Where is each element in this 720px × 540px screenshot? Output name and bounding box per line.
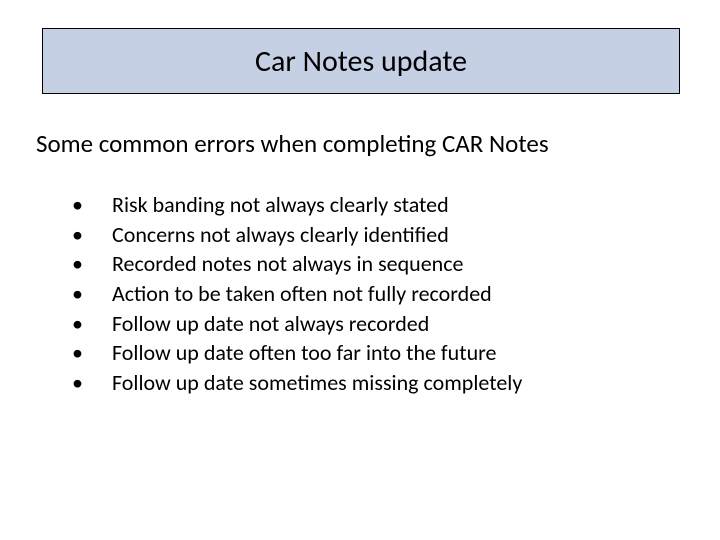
bullet-icon: • [72,220,112,250]
bullet-text: Follow up date not always recorded [112,309,429,339]
bullet-text: Follow up date sometimes missing complet… [112,368,522,398]
bullet-icon: • [72,368,112,398]
title-box: Car Notes update [42,28,680,94]
bullet-text: Concerns not always clearly identified [112,220,449,250]
bullet-icon: • [72,338,112,368]
list-item: • Follow up date often too far into the … [72,338,522,368]
bullet-text: Recorded notes not always in sequence [112,249,463,279]
list-item: • Risk banding not always clearly stated [72,190,522,220]
list-item: • Recorded notes not always in sequence [72,249,522,279]
list-item: • Follow up date sometimes missing compl… [72,368,522,398]
slide-subtitle: Some common errors when completing CAR N… [36,128,549,159]
bullet-text: Risk banding not always clearly stated [112,190,449,220]
bullet-text: Follow up date often too far into the fu… [112,338,496,368]
bullet-text: Action to be taken often not fully recor… [112,279,492,309]
bullet-icon: • [72,249,112,279]
list-item: • Action to be taken often not fully rec… [72,279,522,309]
slide-title: Car Notes update [255,43,467,80]
bullet-icon: • [72,190,112,220]
list-item: • Concerns not always clearly identified [72,220,522,250]
list-item: • Follow up date not always recorded [72,309,522,339]
bullet-icon: • [72,279,112,309]
bullet-icon: • [72,309,112,339]
bullets-list: • Risk banding not always clearly stated… [72,190,522,398]
